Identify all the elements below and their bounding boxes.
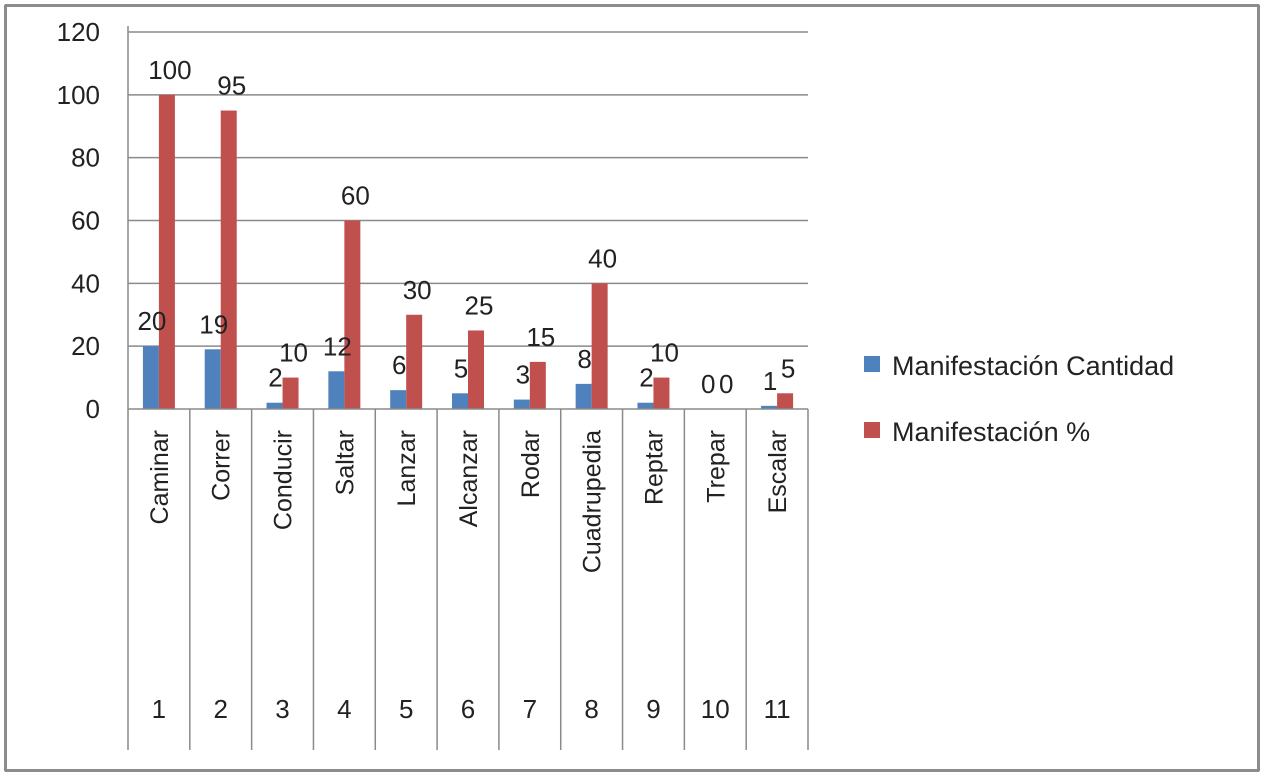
bar-cantidad	[575, 383, 592, 409]
data-label: 6	[392, 350, 406, 380]
data-label: 0	[719, 369, 733, 399]
data-label: 8	[577, 344, 591, 374]
y-tick-label: 20	[71, 331, 100, 361]
gridlines	[128, 31, 808, 347]
data-label: 25	[465, 290, 494, 320]
data-label: 5	[454, 353, 468, 383]
category-label: Alcanzar	[455, 430, 483, 527]
category-label: Trepar	[702, 430, 730, 503]
data-label: 95	[217, 71, 246, 101]
bar-cantidad	[328, 371, 345, 409]
bar-cantidad	[204, 349, 221, 409]
data-label: 12	[323, 331, 352, 361]
bars	[142, 94, 794, 410]
category-index: 4	[337, 694, 351, 724]
data-label: 0	[701, 369, 715, 399]
y-tick-label: 120	[57, 17, 100, 47]
bar-cantidad	[452, 393, 468, 409]
y-tick-label: 40	[71, 268, 100, 298]
bar-porcentaje	[220, 110, 237, 410]
data-label: 60	[341, 181, 370, 211]
category-index: 11	[764, 694, 791, 724]
axes	[127, 26, 809, 750]
category-label: Conducir	[270, 430, 298, 530]
category-index: 1	[152, 694, 166, 724]
category-label: Reptar	[640, 430, 668, 505]
y-tick-label: 80	[71, 143, 100, 173]
bar-porcentaje	[406, 314, 423, 409]
data-label: 2	[268, 363, 282, 393]
legend: Manifestación Cantidad Manifestación %	[864, 351, 1174, 447]
bar-cantidad	[637, 402, 654, 409]
legend-swatch	[864, 356, 880, 372]
category-label: Saltar	[331, 430, 359, 495]
y-axis-ticks: 0 20 40 60 80 100 120	[57, 17, 100, 424]
category-index: 7	[523, 694, 537, 724]
y-tick-label: 60	[71, 206, 100, 236]
data-label: 20	[137, 306, 166, 336]
category-label: Escalar	[764, 430, 792, 513]
bar-cantidad	[390, 390, 407, 409]
y-tick-label: 0	[86, 394, 100, 424]
data-label: 3	[516, 360, 530, 390]
data-label: 100	[148, 55, 191, 85]
bar-porcentaje	[591, 283, 608, 409]
bar-porcentaje	[777, 393, 794, 409]
data-label: 30	[403, 275, 432, 305]
category-index: 6	[461, 694, 475, 724]
data-label: 10	[650, 338, 679, 368]
category-index: 2	[213, 694, 227, 724]
data-label: 40	[588, 243, 617, 273]
data-label: 15	[526, 322, 555, 352]
category-label: Lanzar	[393, 430, 421, 506]
category-label: Rodar	[517, 430, 545, 498]
bar-cantidad	[761, 405, 778, 409]
bar-porcentaje	[282, 377, 299, 409]
bar-porcentaje	[529, 361, 546, 409]
data-label: 2	[639, 363, 653, 393]
bar-cantidad	[142, 346, 159, 409]
bar-cantidad	[513, 399, 530, 409]
category-index: 3	[275, 694, 289, 724]
category-index: 10	[701, 694, 730, 724]
category-index: 8	[584, 694, 598, 724]
legend-swatch	[864, 422, 880, 438]
category-label: Caminar	[146, 430, 174, 524]
category-label: Correr	[208, 430, 236, 501]
bar-porcentaje	[158, 94, 175, 409]
bar-porcentaje	[468, 330, 484, 409]
legend-label: Manifestación Cantidad	[892, 351, 1174, 381]
bar-porcentaje	[344, 220, 361, 409]
y-tick-label: 100	[57, 80, 100, 110]
data-label: 10	[279, 338, 308, 368]
bar-porcentaje	[653, 377, 670, 409]
bar-cantidad	[266, 402, 283, 409]
legend-label: Manifestación %	[892, 417, 1090, 447]
data-label: 5	[781, 353, 795, 383]
category-index: 9	[646, 694, 660, 724]
category-index: 5	[399, 694, 413, 724]
category-label: Cuadrupedia	[579, 430, 607, 573]
category-labels: Caminar 1 Correr 2 Conducir 3 Saltar 4 Lanzar 5 Al…	[146, 430, 792, 724]
data-label: 19	[199, 309, 228, 339]
data-label: 1	[763, 366, 777, 396]
